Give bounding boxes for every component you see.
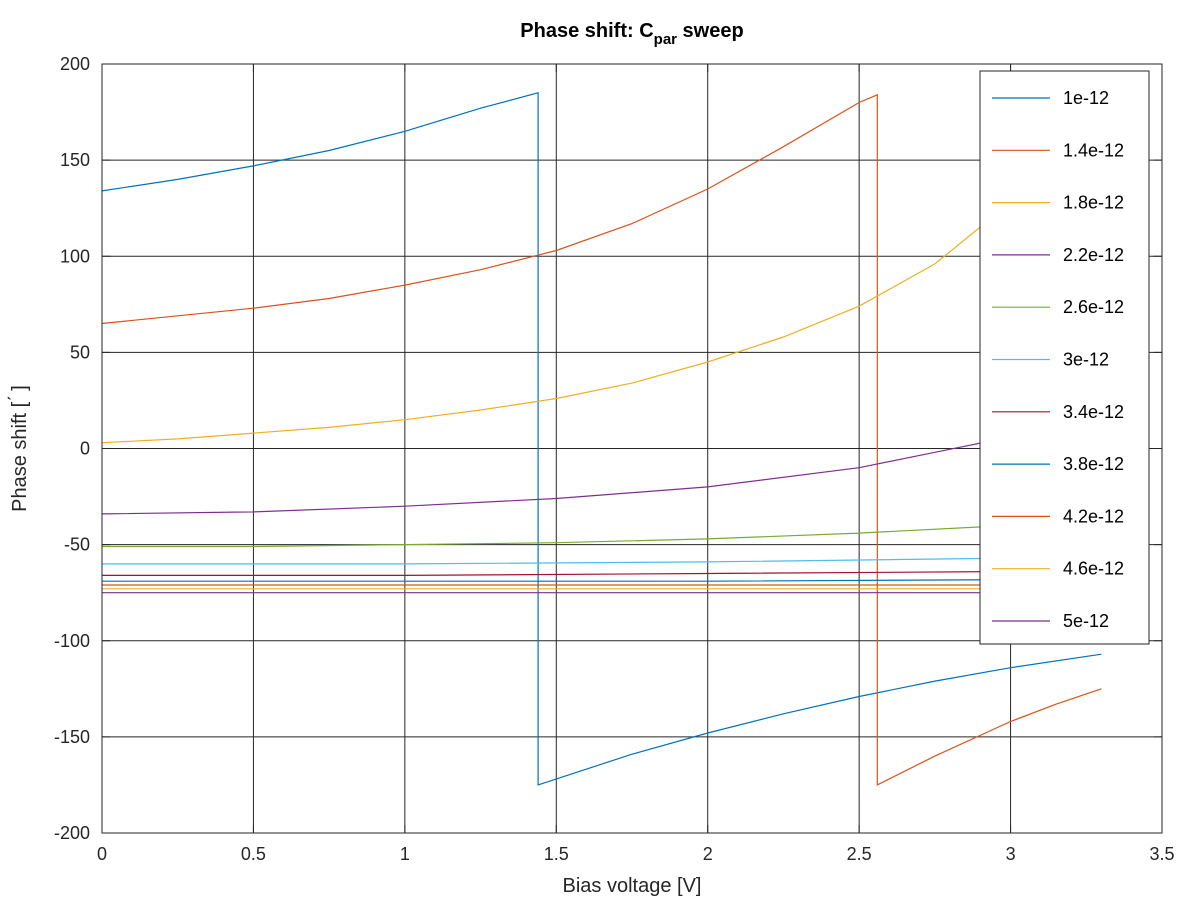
y-tick-label: 0 [80,439,90,459]
y-axis-title: Phase shift [ ́ ] [8,385,31,512]
y-tick-label: -50 [64,535,90,555]
tick-layer: 0 0.5 1 1.5 2 2.5 3 3.5 -200 -150 -100 -50 0 50 100 150… [54,54,1175,864]
y-tick-label: 200 [60,54,90,74]
y-tick-label: -100 [54,631,90,651]
y-tick-label: -150 [54,727,90,747]
x-tick-label: 3.5 [1149,844,1174,864]
x-tick-label: 3 [1006,844,1016,864]
y-tick-label: -200 [54,823,90,843]
x-tick-label: 0.5 [241,844,266,864]
legend-label: 2.2e-12 [1063,245,1124,265]
x-tick-label: 2 [703,844,713,864]
x-axis-title: Bias voltage [V] [563,875,702,897]
x-tick-label: 0 [97,844,107,864]
legend-label: 2.6e-12 [1063,297,1124,317]
x-tick-label: 2.5 [847,844,872,864]
y-tick-label: 50 [70,342,90,362]
y-tick-label: 150 [60,150,90,170]
legend-label: 3e-12 [1063,350,1109,370]
legend-label: 1.8e-12 [1063,193,1124,213]
legend-label: 1e-12 [1063,88,1109,108]
series-line-8 [102,578,1102,582]
legend-label: 3.8e-12 [1063,454,1124,474]
legend-box [979,70,1150,645]
legend-label: 3.4e-12 [1063,402,1124,422]
x-tick-label: 1.5 [544,844,569,864]
legend-label: 4.6e-12 [1063,559,1124,579]
legend-label: 4.2e-12 [1063,506,1124,526]
legend: 1e-12 1.4e-12 1.8e-12 2.2e-12 2.6e-12 3e-12 3.… [979,70,1150,645]
y-tick-label: 100 [60,246,90,266]
x-tick-label: 1 [400,844,410,864]
chart-title: Phase shift: Cpar sweep [520,20,743,48]
legend-label: 5e-12 [1063,611,1109,631]
legend-label: 1.4e-12 [1063,140,1124,160]
series-line-2 [101,93,1102,786]
series-line-1 [101,92,1102,786]
